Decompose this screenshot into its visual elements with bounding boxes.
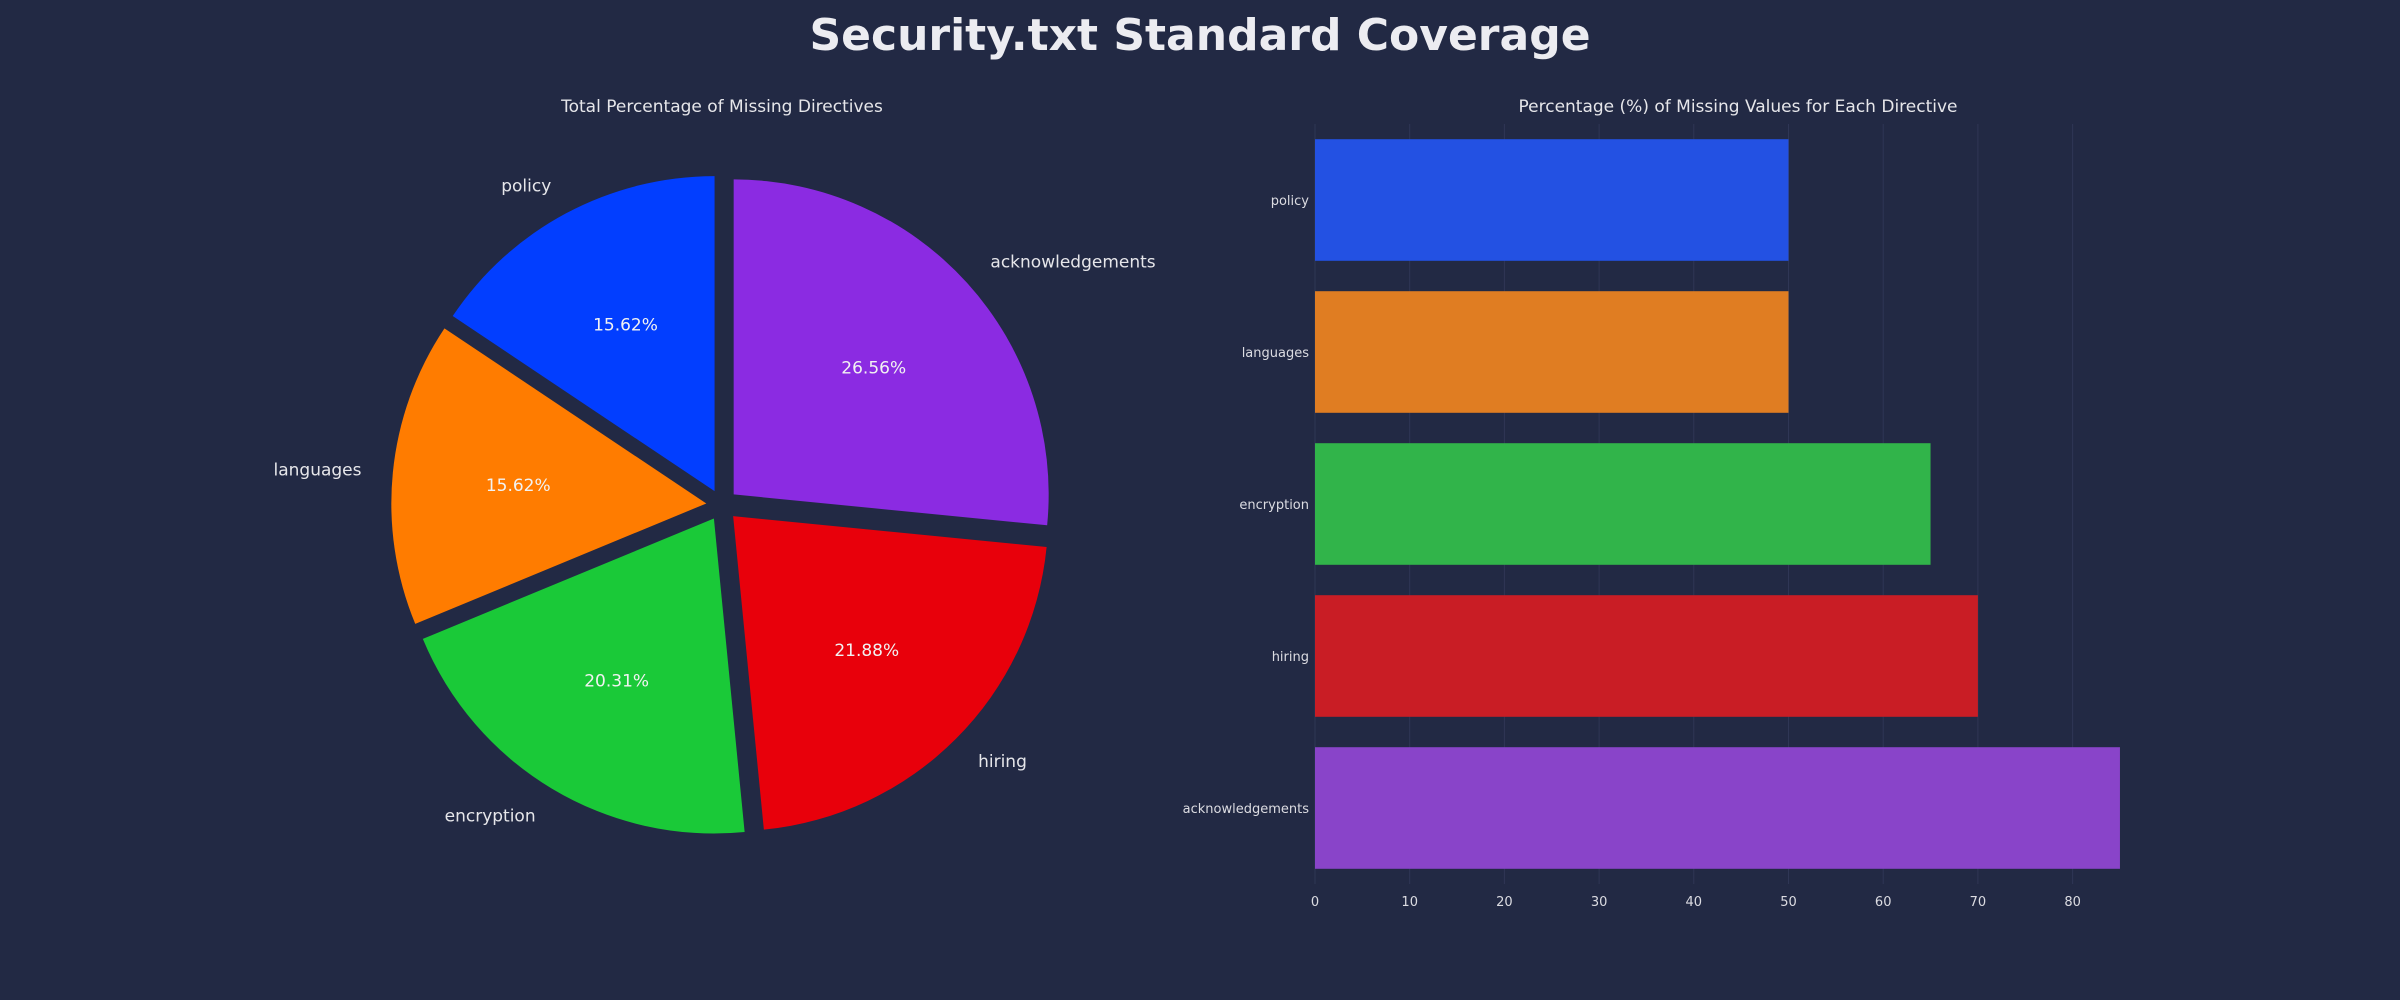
pie-slice-hiring <box>733 516 1047 830</box>
pie-percent-encryption: 20.31% <box>584 672 649 692</box>
pie-label-acknowledgements: acknowledgements <box>990 253 1155 273</box>
pie-percent-hiring: 21.88% <box>834 641 899 661</box>
x-tick-label: 70 <box>1970 895 1987 910</box>
bar-hiring <box>1315 595 1978 717</box>
y-tick-label-acknowledgements: acknowledgements <box>1183 802 1310 817</box>
bar-languages <box>1315 291 1789 413</box>
chart-main-title: Security.txt Standard Coverage <box>809 10 1591 61</box>
x-tick-label: 30 <box>1591 895 1608 910</box>
pie-chart: Total Percentage of Missing Directives p… <box>273 97 1156 834</box>
x-tick-label: 20 <box>1496 895 1513 910</box>
bar-encryption <box>1315 443 1931 565</box>
bar-acknowledgements <box>1315 747 2120 869</box>
x-tick-label: 0 <box>1311 895 1319 910</box>
y-tick-label-hiring: hiring <box>1272 650 1309 665</box>
pie-slice-languages <box>391 328 707 624</box>
pie-slice-policy <box>452 176 715 492</box>
x-tick-label: 80 <box>2064 895 2081 910</box>
x-tick-label: 50 <box>1780 895 1797 910</box>
bar-chart: Percentage (%) of Missing Values for Eac… <box>1183 97 2120 910</box>
bar-policy <box>1315 139 1789 261</box>
x-tick-label: 40 <box>1686 895 1703 910</box>
y-tick-label-encryption: encryption <box>1239 498 1309 513</box>
x-tick-label: 10 <box>1401 895 1418 910</box>
y-tick-label-languages: languages <box>1242 346 1310 361</box>
pie-percent-languages: 15.62% <box>486 476 551 496</box>
pie-label-hiring: hiring <box>978 752 1027 772</box>
pie-label-languages: languages <box>273 460 361 480</box>
pie-slice-encryption <box>422 518 745 834</box>
pie-slice-acknowledgements <box>733 179 1049 526</box>
pie-label-policy: policy <box>501 177 551 197</box>
pie-label-encryption: encryption <box>445 807 536 827</box>
y-tick-label-policy: policy <box>1271 194 1310 209</box>
pie-chart-title: Total Percentage of Missing Directives <box>560 97 883 117</box>
x-tick-label: 60 <box>1875 895 1892 910</box>
pie-percent-policy: 15.62% <box>593 315 658 335</box>
pie-percent-acknowledgements: 26.56% <box>841 358 906 378</box>
bar-chart-title: Percentage (%) of Missing Values for Eac… <box>1519 97 1958 117</box>
